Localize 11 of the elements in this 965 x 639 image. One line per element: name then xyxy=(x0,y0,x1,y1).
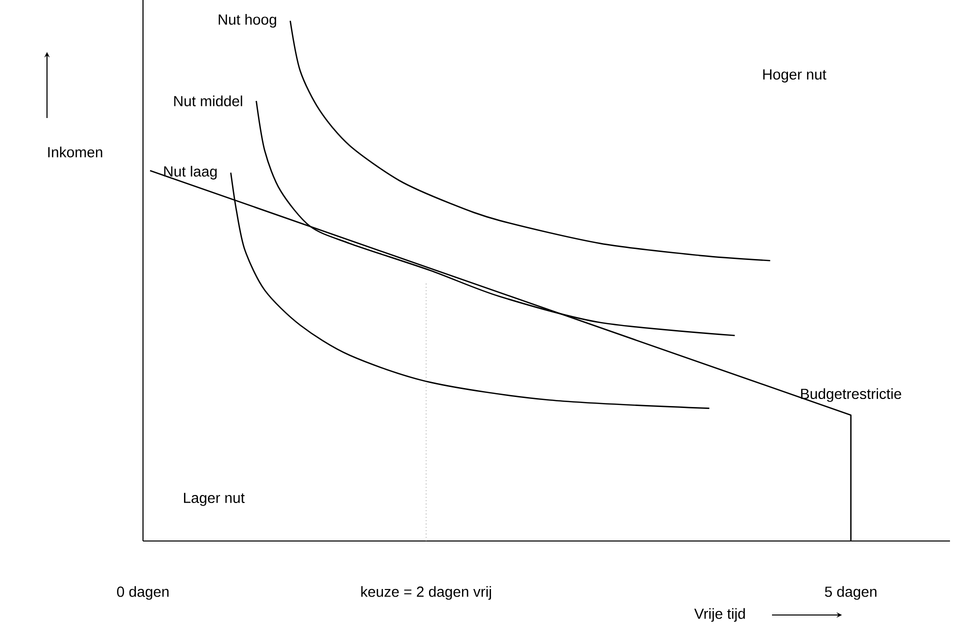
x-axis-title: Vrije tijd xyxy=(694,608,745,622)
annotation: Hoger nut xyxy=(763,69,826,82)
x-tick-label: 0 dagen xyxy=(117,586,169,600)
series-label: Budgetrestrictie xyxy=(801,388,902,402)
x-tick-label: keuze = 2 dagen vrij xyxy=(361,586,491,600)
series-label: Nut laag xyxy=(164,166,217,180)
annotation: Lager nut xyxy=(184,492,245,506)
series-label: Nut hoog xyxy=(218,14,276,28)
y-axis-title: Inkomen xyxy=(48,146,102,158)
series-label: Nut middel xyxy=(174,96,242,106)
x-tick-label: 5 dagen xyxy=(824,586,876,600)
